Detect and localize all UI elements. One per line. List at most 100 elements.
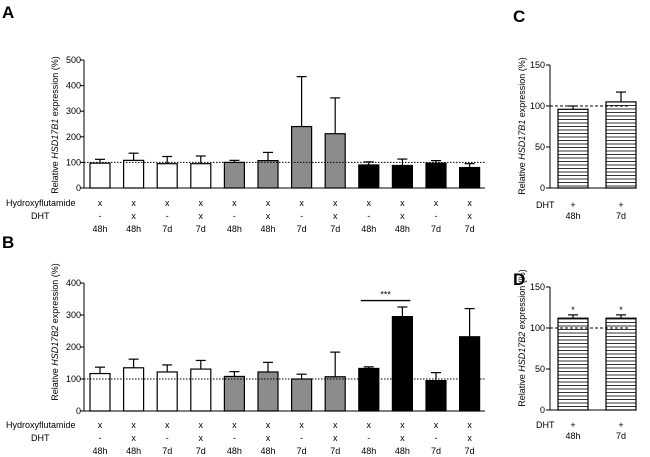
panel-a-bar [89, 162, 111, 189]
panel-b-dht-mark: x [400, 433, 405, 443]
panel-letter-c: C [513, 7, 525, 26]
panel-d-dht-mark: + [618, 420, 623, 430]
panel-a-bar [223, 161, 245, 189]
panel-c-y-axis-title: Relative HSD17B1 expression (%) [517, 57, 527, 195]
panel-d-bar [605, 317, 637, 411]
panel-b-y-tick-label: 100 [66, 374, 81, 384]
panel-b-dht-mark: - [367, 433, 370, 443]
panel-a-time-label: 7d [297, 224, 307, 234]
panel-b-y-tick-label: 200 [66, 342, 81, 352]
panel-b-time-label: 7d [162, 446, 172, 456]
panel-letter-b: B [2, 233, 14, 252]
panel-a-y-tick-label: 300 [66, 106, 81, 116]
panel-b-hydroxyflutamide-mark: x [232, 420, 237, 430]
panel-a-hydroxyflutamide-mark: x [467, 198, 472, 208]
panel-c-time-label: 48h [565, 211, 580, 221]
panel-b-time-label: 48h [126, 446, 141, 456]
panel-a-hydroxyflutamide-mark: x [266, 198, 271, 208]
panel-b-time-label: 7d [196, 446, 206, 456]
panel-a-time-label: 48h [126, 224, 141, 234]
panel-a-y-tick-label: 500 [66, 55, 81, 65]
panel-a-bar [257, 160, 279, 189]
panel-b-hydroxyflutamide-mark: x [199, 420, 204, 430]
panel-a-bar [190, 163, 212, 189]
panel-a-bar [324, 133, 346, 189]
panel-a-bar [391, 164, 413, 189]
panel-b-hydroxyflutamide-mark: x [434, 420, 439, 430]
panel-a-hydroxyflutamide-mark: x [98, 198, 103, 208]
panel-c-time-label: 7d [616, 211, 626, 221]
panel-a-dht-mark: x [467, 211, 472, 221]
panel-a-bar [122, 159, 145, 189]
panel-a-hydroxyflutamide-mark: x [367, 198, 372, 208]
panel-b-significance-label: *** [380, 290, 391, 300]
panel-a-bar [291, 125, 313, 189]
panel-a-time-label: 7d [431, 224, 441, 234]
panel-a-bar [358, 164, 380, 189]
panel-b-time-label: 48h [260, 446, 275, 456]
panel-d-y-axis-title: Relative HSD17B2 expression (%) [517, 269, 527, 407]
panel-c-y-tick-label: 150 [530, 60, 545, 70]
panel-d-bar [557, 317, 589, 411]
panel-a-time-label: 48h [395, 224, 410, 234]
panel-a-hydroxyflutamide-mark: x [299, 198, 304, 208]
panel-a-y-tick-label: 200 [66, 132, 81, 142]
panel-b-dht-mark: - [99, 433, 102, 443]
panel-d-time-label: 48h [565, 431, 580, 441]
panel-b-bar [324, 376, 346, 412]
panel-d-y-tick-label: 100 [530, 323, 545, 333]
panel-b-row-label-dht: DHT [31, 433, 50, 443]
panel-a-hydroxyflutamide-mark: x [131, 198, 136, 208]
panel-a-dht-mark: x [333, 211, 338, 221]
panel-b-bar [257, 371, 279, 412]
panel-d-significance-star: * [619, 305, 623, 315]
panel-a-time-label: 7d [330, 224, 340, 234]
panel-a-time-label: 7d [465, 224, 475, 234]
panel-a-y-tick-label: 400 [66, 81, 81, 91]
panel-d-dht-mark: + [570, 420, 575, 430]
panel-b-dht-mark: x [199, 433, 204, 443]
panel-d-time-label: 7d [616, 431, 626, 441]
panel-a-dht-mark: - [367, 211, 370, 221]
panel-b-hydroxyflutamide-mark: x [400, 420, 405, 430]
panel-a-dht-mark: x [266, 211, 271, 221]
panel-a-dht-mark: x [400, 211, 405, 221]
panel-a-row-label-hydroxyflutamide: Hydroxyflutamide [6, 198, 76, 208]
panel-a-time-label: 48h [260, 224, 275, 234]
panel-a-hydroxyflutamide-mark: x [434, 198, 439, 208]
panel-a-hydroxyflutamide-mark: x [333, 198, 338, 208]
panel-b-y-tick-label: 300 [66, 310, 81, 320]
panel-b-bar [425, 380, 447, 412]
panel-a-dht-mark: - [233, 211, 236, 221]
panel-a-dht-mark: x [131, 211, 136, 221]
panel-a-y-tick-label: 0 [76, 183, 81, 193]
panel-b-hydroxyflutamide-mark: x [131, 420, 136, 430]
panel-a-row-label-dht: DHT [31, 211, 50, 221]
panel-a-time-label: 7d [162, 224, 172, 234]
panel-d-significance-star: * [571, 305, 575, 315]
panel-b-dht-mark: - [166, 433, 169, 443]
panel-d-y-tick-label: 150 [530, 282, 545, 292]
panel-b-dht-mark: x [266, 433, 271, 443]
panel-d-row-label-dht: DHT [536, 420, 555, 430]
panel-c-bar [605, 101, 637, 189]
panel-a-time-label: 48h [92, 224, 107, 234]
panel-b-y-tick-label: 400 [66, 278, 81, 288]
panel-letter-a: A [2, 3, 14, 22]
panel-d-y-tick-label: 0 [540, 405, 545, 415]
panel-a-dht-mark: - [435, 211, 438, 221]
panel-a-bar [425, 162, 447, 189]
panel-d-y-tick-label: 50 [535, 364, 545, 374]
panel-b-dht-mark: x [467, 433, 472, 443]
panel-a-bar [459, 166, 481, 189]
panel-b-y-tick-label: 0 [76, 406, 81, 416]
panel-b-bar [459, 336, 481, 412]
panel-a-dht-mark: x [199, 211, 204, 221]
panel-a-y-tick-label: 100 [66, 157, 81, 167]
panel-b-bar [122, 367, 145, 412]
panel-a-time-label: 48h [361, 224, 376, 234]
panel-c-dht-mark: + [618, 200, 623, 210]
chart-layer: 0100200300400500HydroxyflutamideDHTx-48h… [6, 55, 637, 456]
panel-b-y-axis-title: Relative HSD17B2 expression (%) [50, 263, 60, 401]
